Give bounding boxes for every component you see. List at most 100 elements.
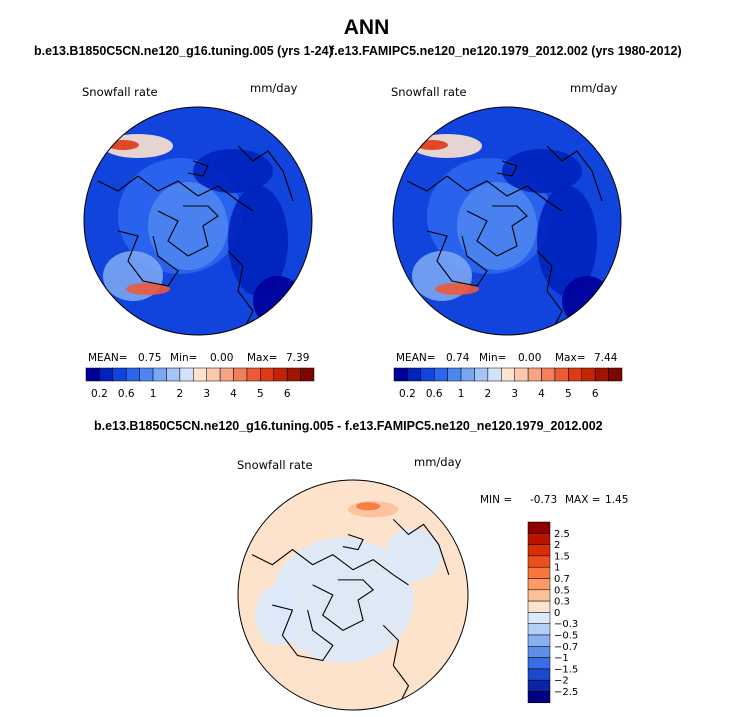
colorbar-cell [300,367,315,382]
panel-2-polar-map [392,106,622,336]
panel-2-colorbar: 0.2 0.6 1 2 3 4 5 6 [393,367,623,400]
field-region [126,283,170,295]
colorbar-cell [527,646,551,658]
colorbar-cell [85,367,100,382]
coastline [382,624,410,707]
colorbar-cell [527,691,551,704]
colorbar-cell [527,521,551,534]
colorbar-cell [420,367,435,382]
field-region [562,276,612,326]
colorbar-cell [474,367,489,382]
panel-1-max-label: Max= [247,352,278,364]
colorbar-tick-label: 1 [150,388,157,400]
diff-panel-max-label: MAX = [565,494,601,506]
colorbar-cell [407,367,422,382]
colorbar-tick-label: 2 [554,540,560,551]
coastline [466,205,528,257]
field-region [272,537,414,663]
colorbar-cell [527,634,551,647]
colorbar-tick-label: 0.6 [426,388,443,400]
coastline [117,230,179,287]
panel-1-min-value: 0.00 [210,352,234,364]
panel-1-polar-map [83,106,313,336]
colorbar-cell [527,657,551,670]
colorbar-tick-label: 5 [257,388,264,400]
colorbar-cell [487,367,502,382]
colorbar-tick-label: 1 [458,388,465,400]
colorbar-cell [527,533,551,545]
diff-panel-units-label: mm/day [414,455,462,469]
colorbar-cell [166,367,181,382]
colorbar-cell [554,367,569,382]
diff-panel-min-value: -0.73 [530,494,558,506]
coastline [97,175,254,212]
colorbar-tick-label: −1.5 [554,664,578,675]
field-region [356,502,381,511]
coastline [237,145,294,202]
panel-2-subtitle: f.e13.FAMIPC5.ne120_ne120.1979_2012.002 … [330,44,682,58]
colorbar-tick-label: −0.3 [554,619,578,630]
colorbar-cell [273,367,288,382]
field-region [502,149,582,193]
field-region [148,182,228,270]
figure-title: ANN [343,16,390,39]
colorbar-cell [460,367,475,382]
colorbar-cell [514,367,529,382]
panel-2-variable-label: Snowfall rate [391,85,467,99]
panel-1-subtitle: b.e13.B1850C5CN.ne120_g16.tuning.005 (yr… [34,44,333,58]
colorbar-tick-label: 4 [230,388,237,400]
colorbar-tick-label: 6 [284,388,291,400]
coastline [392,518,450,575]
field-region [457,182,537,270]
colorbar-cell [246,367,261,382]
colorbar-cell [286,367,301,382]
colorbar-tick-label: −1 [554,653,569,664]
colorbar-tick-label: 0.3 [554,597,570,608]
diff-panel-colorbar: 2.521.510.70.50.30−0.3−0.5−0.7−1−1.5−2−2… [527,521,578,704]
colorbar-tick-label: 0.2 [91,388,108,400]
panel-1-mean-label: MEAN= [88,352,128,364]
coastline [496,160,518,177]
coastline [157,205,219,257]
panel-1-colorbar: 0.2 0.6 1 2 3 4 5 6 [85,367,315,400]
colorbar-cell [260,367,275,382]
panel-2-max-value: 7.44 [594,352,618,364]
colorbar-cell [433,367,448,382]
coastline [536,250,563,332]
colorbar-cell [608,367,623,382]
colorbar-cell [541,367,556,382]
colorbar-tick-label: 1 [554,563,560,574]
colorbar-cell [527,679,551,692]
colorbar-cell [527,623,551,636]
coastline [312,579,375,631]
colorbar-cell [125,367,140,382]
colorbar-cell [501,367,515,382]
field-region [253,276,303,326]
field-region [435,283,479,295]
field-region [193,149,273,193]
colorbar-cell [581,367,596,382]
colorbar-tick-label: −0.7 [554,642,578,653]
field-region [416,140,448,150]
map-border [83,106,313,336]
colorbar-cell [527,544,551,557]
diff-panel-variable-label: Snowfall rate [237,458,313,472]
colorbar-tick-label: 0.2 [399,388,416,400]
map-border [392,106,622,336]
colorbar-tick-label: 3 [511,388,518,400]
colorbar-tick-label: 1.5 [554,551,570,562]
colorbar-cell [99,367,114,382]
map-border [237,479,469,711]
colorbar-cell [527,612,551,624]
colorbar-tick-label: −2.5 [554,687,578,698]
colorbar-tick-label: 3 [203,388,210,400]
field-region [385,528,442,581]
panel-1-max-value: 7.39 [286,352,310,364]
colorbar-cell [447,367,462,382]
panel-2-min-value: 0.00 [518,352,542,364]
colorbar-cell [152,367,167,382]
field-region [255,584,300,646]
diff-panel-max-value: 1.45 [605,494,629,506]
colorbar-tick-label: 0 [554,608,560,619]
colorbar-tick-label: 5 [565,388,572,400]
